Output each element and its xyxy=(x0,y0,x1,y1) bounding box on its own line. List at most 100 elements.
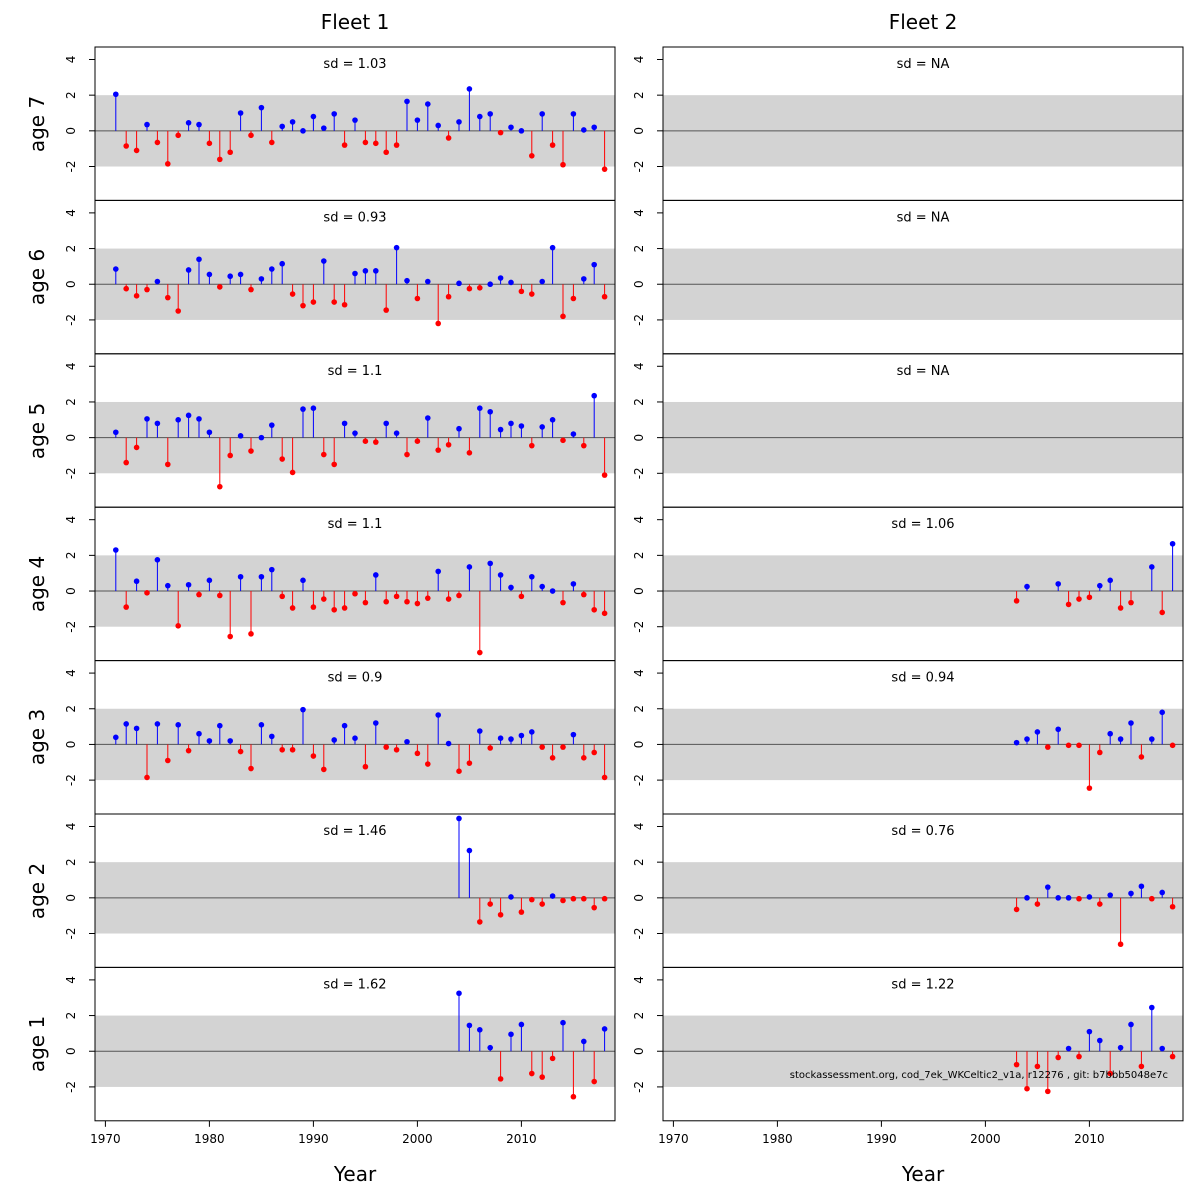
residual-point xyxy=(601,293,608,300)
residual-point xyxy=(466,847,473,854)
residual-point xyxy=(248,286,254,293)
y-tick-label: 0 xyxy=(632,280,646,288)
residual-point xyxy=(549,893,556,899)
panel-fleet-1-row-3: sd = 1.1 -2 0 2 4 xyxy=(64,353,616,508)
residual-point xyxy=(196,416,202,422)
sd-label: sd = 1.22 xyxy=(891,977,954,992)
y-tick-label: -2 xyxy=(632,1081,646,1093)
residual-point xyxy=(591,1078,597,1085)
residual-point xyxy=(113,91,119,98)
residual-point xyxy=(393,142,400,148)
panel-fleet-1-row-5: sd = 0.9 -2 0 2 4 xyxy=(64,660,616,815)
y-tick-label: -2 xyxy=(632,467,646,479)
residual-point xyxy=(435,568,442,575)
residual-point xyxy=(165,161,171,167)
residual-point xyxy=(570,431,577,437)
residual-point xyxy=(1097,582,1103,589)
row-label-age-3: age 3 xyxy=(25,709,49,765)
residual-point xyxy=(1024,895,1030,901)
y-tick-label: 2 xyxy=(632,245,646,253)
residual-point xyxy=(175,623,181,629)
residual-point xyxy=(466,564,473,570)
residual-point xyxy=(518,909,525,915)
residual-point xyxy=(508,124,514,131)
residual-point xyxy=(144,774,150,781)
residual-point xyxy=(1086,1028,1093,1035)
row-label-age-4: age 4 xyxy=(25,556,49,612)
residual-point xyxy=(601,774,608,781)
residual-point xyxy=(581,895,587,902)
residual-point xyxy=(518,732,525,739)
residual-point xyxy=(477,919,483,925)
residual-point xyxy=(310,405,317,412)
residual-point xyxy=(227,149,233,156)
residual-point xyxy=(123,721,129,727)
row-label-age-1: age 1 xyxy=(25,1016,49,1072)
residual-point xyxy=(269,266,275,272)
y-tick-label: 4 xyxy=(64,516,78,524)
residual-point xyxy=(1169,540,1176,547)
residual-point xyxy=(591,392,597,399)
residual-point xyxy=(414,117,421,123)
residual-point xyxy=(1169,903,1176,910)
residual-point xyxy=(591,904,597,911)
x-tick-label: 1980 xyxy=(194,1132,225,1146)
row-label-age-6: age 6 xyxy=(25,249,49,305)
residual-point xyxy=(414,295,421,302)
residual-point xyxy=(560,897,566,904)
residual-point xyxy=(1024,1085,1030,1092)
residual-point xyxy=(154,721,161,727)
y-tick-label: -2 xyxy=(64,314,78,326)
y-tick-label: 2 xyxy=(64,858,78,866)
residual-point xyxy=(258,722,265,728)
residual-point xyxy=(435,320,442,327)
y-tick-label: 0 xyxy=(64,280,78,288)
y-tick-label: -2 xyxy=(64,928,78,940)
residual-point xyxy=(477,285,483,291)
residual-point xyxy=(258,573,265,580)
residual-point xyxy=(393,430,400,436)
residual-point xyxy=(508,279,514,286)
row-label-age-7: age 7 xyxy=(25,96,49,152)
residual-point xyxy=(466,86,473,92)
residual-point xyxy=(321,125,327,131)
residual-point xyxy=(269,566,275,573)
residual-point xyxy=(529,573,535,580)
residual-point xyxy=(581,276,587,282)
residual-point xyxy=(414,438,421,445)
sd-label: sd = 1.46 xyxy=(323,824,386,839)
residual-point xyxy=(300,706,306,713)
residual-point xyxy=(518,288,525,295)
residual-point xyxy=(321,258,327,264)
residual-point xyxy=(206,738,213,744)
residual-point xyxy=(113,266,119,272)
residual-point xyxy=(175,132,181,139)
residual-point xyxy=(144,590,150,596)
residual-point xyxy=(196,730,202,737)
x-tick-label: 1990 xyxy=(866,1132,897,1146)
residual-point xyxy=(539,424,545,430)
residual-point xyxy=(248,132,254,139)
residual-point xyxy=(289,469,296,476)
residual-point xyxy=(549,142,556,148)
sd-label: sd = 1.1 xyxy=(328,364,383,379)
residual-point xyxy=(269,422,275,428)
residual-point xyxy=(217,592,223,599)
residual-point xyxy=(1117,1044,1124,1051)
y-tick-label: 2 xyxy=(64,1012,78,1020)
residual-point xyxy=(279,746,286,753)
residual-point xyxy=(1107,1070,1113,1077)
row-label-age-5: age 5 xyxy=(25,403,49,459)
residual-point xyxy=(497,911,504,918)
y-tick-label: 4 xyxy=(64,56,78,64)
y-tick-label: 0 xyxy=(632,127,646,135)
residual-point xyxy=(352,590,358,597)
residual-point xyxy=(435,447,442,453)
residual-point xyxy=(113,547,119,553)
residual-point xyxy=(1013,739,1020,746)
residual-point xyxy=(321,766,327,773)
panel-fleet-2-row-2: sd = NA -2 0 2 4 xyxy=(632,199,1184,355)
panel-fleet-1-row-2: sd = 0.93 -2 0 2 4 xyxy=(64,199,616,355)
residual-point xyxy=(456,280,462,287)
